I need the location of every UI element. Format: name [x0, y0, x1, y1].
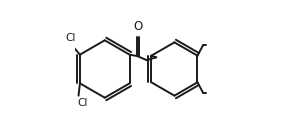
Text: O: O [133, 20, 142, 34]
Text: Cl: Cl [66, 33, 76, 43]
Text: Cl: Cl [78, 98, 88, 108]
